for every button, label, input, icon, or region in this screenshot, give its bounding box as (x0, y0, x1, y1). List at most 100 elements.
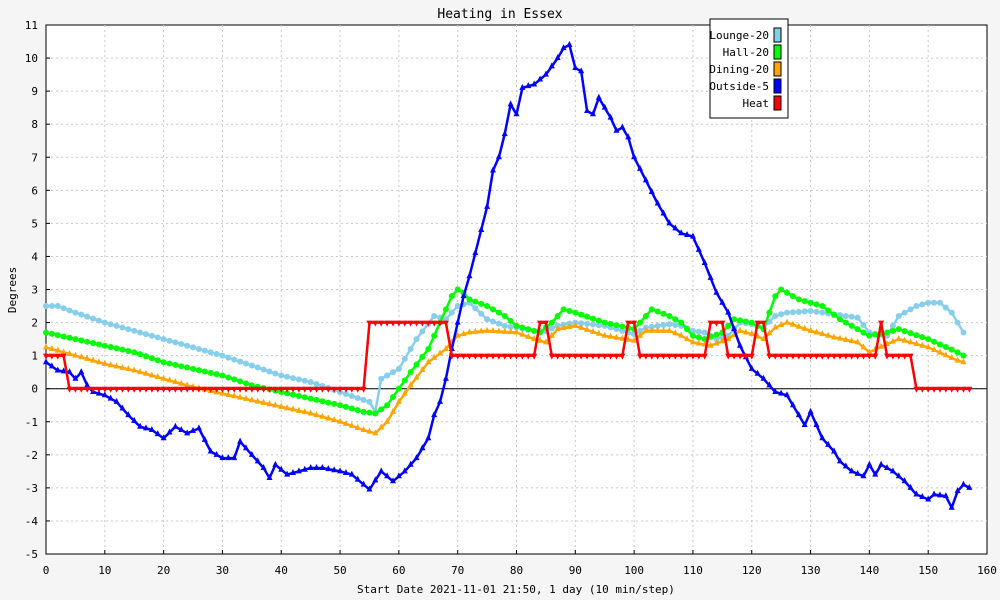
data-point (72, 351, 79, 358)
data-point (854, 314, 861, 321)
data-point (836, 334, 843, 341)
data-point (495, 320, 502, 327)
data-point (842, 335, 849, 342)
y-tick-label: 6 (31, 184, 38, 197)
data-point (789, 309, 796, 316)
data-point (960, 480, 967, 487)
data-point (84, 381, 91, 388)
data-point (460, 330, 467, 337)
data-point (254, 457, 261, 464)
data-point (642, 326, 649, 333)
data-point (419, 328, 426, 335)
data-point (378, 406, 385, 413)
data-point (713, 288, 720, 295)
data-point (954, 319, 961, 326)
legend: Lounge-20 Hall-20 Dining-20 Outside-5 Heat (709, 18, 789, 119)
data-point (889, 322, 896, 329)
legend-label: Heat (743, 97, 770, 110)
data-point (207, 386, 214, 393)
data-point (195, 367, 202, 374)
data-point (507, 100, 514, 107)
data-point (295, 406, 302, 413)
data-point (648, 353, 655, 360)
data-point (295, 376, 302, 383)
data-point (313, 411, 320, 418)
data-point (219, 352, 226, 359)
data-point (272, 460, 279, 467)
data-point (960, 352, 967, 359)
data-point (231, 356, 238, 363)
data-point (448, 353, 455, 360)
data-point (272, 370, 279, 377)
data-point (513, 328, 520, 335)
data-point (231, 392, 238, 399)
data-point (595, 93, 602, 100)
data-point (678, 319, 685, 326)
data-point (131, 366, 138, 373)
data-point (260, 366, 267, 373)
data-point (519, 83, 526, 90)
data-point (725, 335, 732, 342)
data-point (172, 378, 179, 385)
data-point (772, 353, 779, 360)
data-point (554, 353, 561, 360)
data-point (589, 110, 596, 117)
data-point (860, 353, 867, 360)
data-point (442, 374, 449, 381)
data-point (848, 313, 855, 320)
data-point (936, 299, 943, 306)
data-point (760, 374, 767, 381)
data-point (66, 334, 73, 341)
data-point (872, 353, 879, 360)
x-tick-label: 160 (977, 564, 997, 577)
data-point (395, 385, 402, 392)
data-point (166, 337, 173, 344)
data-point (260, 464, 267, 471)
data-point (72, 374, 79, 381)
data-point (354, 423, 361, 430)
data-point (960, 358, 967, 365)
data-point (360, 386, 367, 393)
data-point (895, 335, 902, 342)
data-point (113, 322, 120, 329)
data-point (384, 402, 391, 409)
data-point (60, 367, 67, 374)
data-point (478, 353, 485, 360)
data-point (131, 349, 138, 356)
data-point (825, 353, 832, 360)
data-point (113, 397, 120, 404)
data-point (784, 309, 791, 316)
data-point (237, 393, 244, 400)
data-point (184, 381, 191, 388)
data-point (90, 386, 97, 393)
data-point (419, 365, 426, 372)
series-line-outside-5 (45, 43, 971, 509)
data-point (766, 353, 773, 360)
data-point (360, 480, 367, 487)
data-point (448, 309, 455, 316)
data-point (931, 490, 938, 497)
data-point (895, 312, 902, 319)
data-point (619, 123, 626, 130)
data-point (407, 320, 414, 327)
data-point (172, 386, 179, 393)
data-point (695, 353, 702, 360)
data-point (678, 229, 685, 236)
data-point (954, 487, 961, 494)
data-point (307, 386, 314, 393)
data-point (213, 350, 220, 357)
data-point (701, 329, 708, 336)
data-point (284, 390, 291, 397)
data-point (689, 332, 696, 339)
data-point (431, 411, 438, 418)
data-point (813, 328, 820, 335)
y-tick-label: 7 (31, 151, 38, 164)
data-point (90, 340, 97, 347)
data-point (660, 209, 667, 216)
data-point (78, 337, 85, 344)
data-point (131, 416, 138, 423)
data-point (248, 450, 255, 457)
data-point (619, 327, 626, 334)
data-point (948, 353, 955, 360)
data-point (778, 353, 785, 360)
